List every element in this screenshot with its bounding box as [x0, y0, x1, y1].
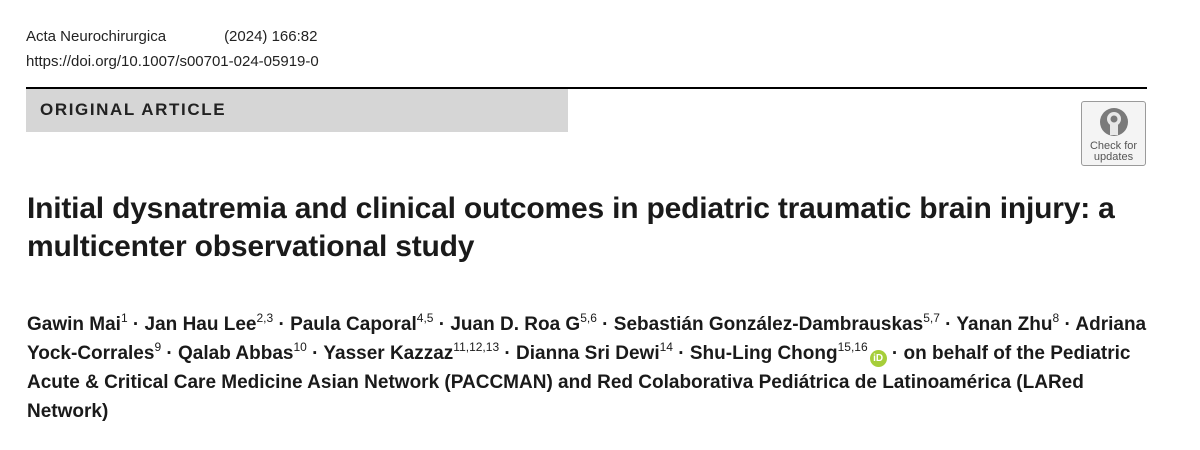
author-name[interactable]: Gawin Mai	[27, 314, 121, 335]
author-separator: ·	[886, 343, 904, 364]
author-name[interactable]: Shu-Ling Chong	[689, 343, 838, 364]
author-affiliation: 5,6	[580, 311, 597, 325]
author-affiliation: 2,3	[256, 311, 274, 325]
check-for-updates-label: Check for updates	[1089, 140, 1138, 163]
orcid-icon[interactable]: iD	[869, 350, 887, 367]
author-separator: ·	[273, 314, 291, 335]
doi-link[interactable]: https://doi.org/10.1007/s00701-024-05919…	[26, 53, 319, 70]
author-list: Gawin Mai1 · Jan Hau Lee2,3 · Paula Capo…	[27, 310, 1157, 426]
article-type-band: ORIGINAL ARTICLE	[26, 89, 568, 132]
author-name[interactable]: Adriana Yock-Corrales	[27, 314, 1147, 364]
author-affiliation: 11,12,13	[453, 340, 500, 354]
author-separator: ·	[1059, 314, 1076, 335]
author-name[interactable]: Qalab Abbas	[178, 343, 294, 364]
author-name[interactable]: Dianna Sri Dewi	[516, 343, 660, 364]
article-type-label: ORIGINAL ARTICLE	[40, 100, 227, 119]
author-affiliation: 15,16	[837, 340, 868, 354]
author-affiliation: 1	[120, 311, 128, 325]
author-separator: ·	[433, 314, 451, 335]
author-separator: ·	[127, 314, 145, 335]
crossmark-icon	[1100, 108, 1128, 136]
author-affiliation: 4,5	[416, 311, 434, 325]
author-affiliation: 14	[659, 340, 673, 354]
author-separator: ·	[499, 343, 517, 364]
author-name[interactable]: Juan D. Roa G	[450, 314, 581, 335]
author-affiliation: 9	[154, 340, 162, 354]
author-separator: ·	[672, 343, 690, 364]
author-separator: ·	[939, 314, 957, 335]
journal-citation: (2024) 166:82	[224, 28, 318, 45]
author-separator: ·	[161, 343, 179, 364]
author-affiliation: 5,7	[923, 311, 940, 325]
header-rule	[26, 87, 1147, 89]
author-separator: ·	[596, 314, 614, 335]
author-name[interactable]: Yasser Kazzaz	[323, 343, 454, 364]
on-behalf-text: on behalf of the Pediatric Acute & Criti…	[27, 343, 1131, 422]
journal-header: Acta Neurochirurgica (2024) 166:82 https:…	[26, 24, 319, 74]
author-name[interactable]: Paula Caporal	[290, 314, 417, 335]
article-title: Initial dysnatremia and clinical outcome…	[27, 192, 1115, 263]
author-name[interactable]: Yanan Zhu	[956, 314, 1053, 335]
journal-name: Acta Neurochirurgica	[26, 28, 167, 45]
check-for-updates-button[interactable]: Check for updates	[1081, 101, 1146, 166]
author-affiliation: 10	[293, 340, 307, 354]
author-affiliation: 8	[1052, 311, 1060, 325]
author-separator: ·	[306, 343, 324, 364]
author-name[interactable]: Sebastián González-Dambrauskas	[613, 314, 924, 335]
author-name[interactable]: Jan Hau Lee	[144, 314, 257, 335]
